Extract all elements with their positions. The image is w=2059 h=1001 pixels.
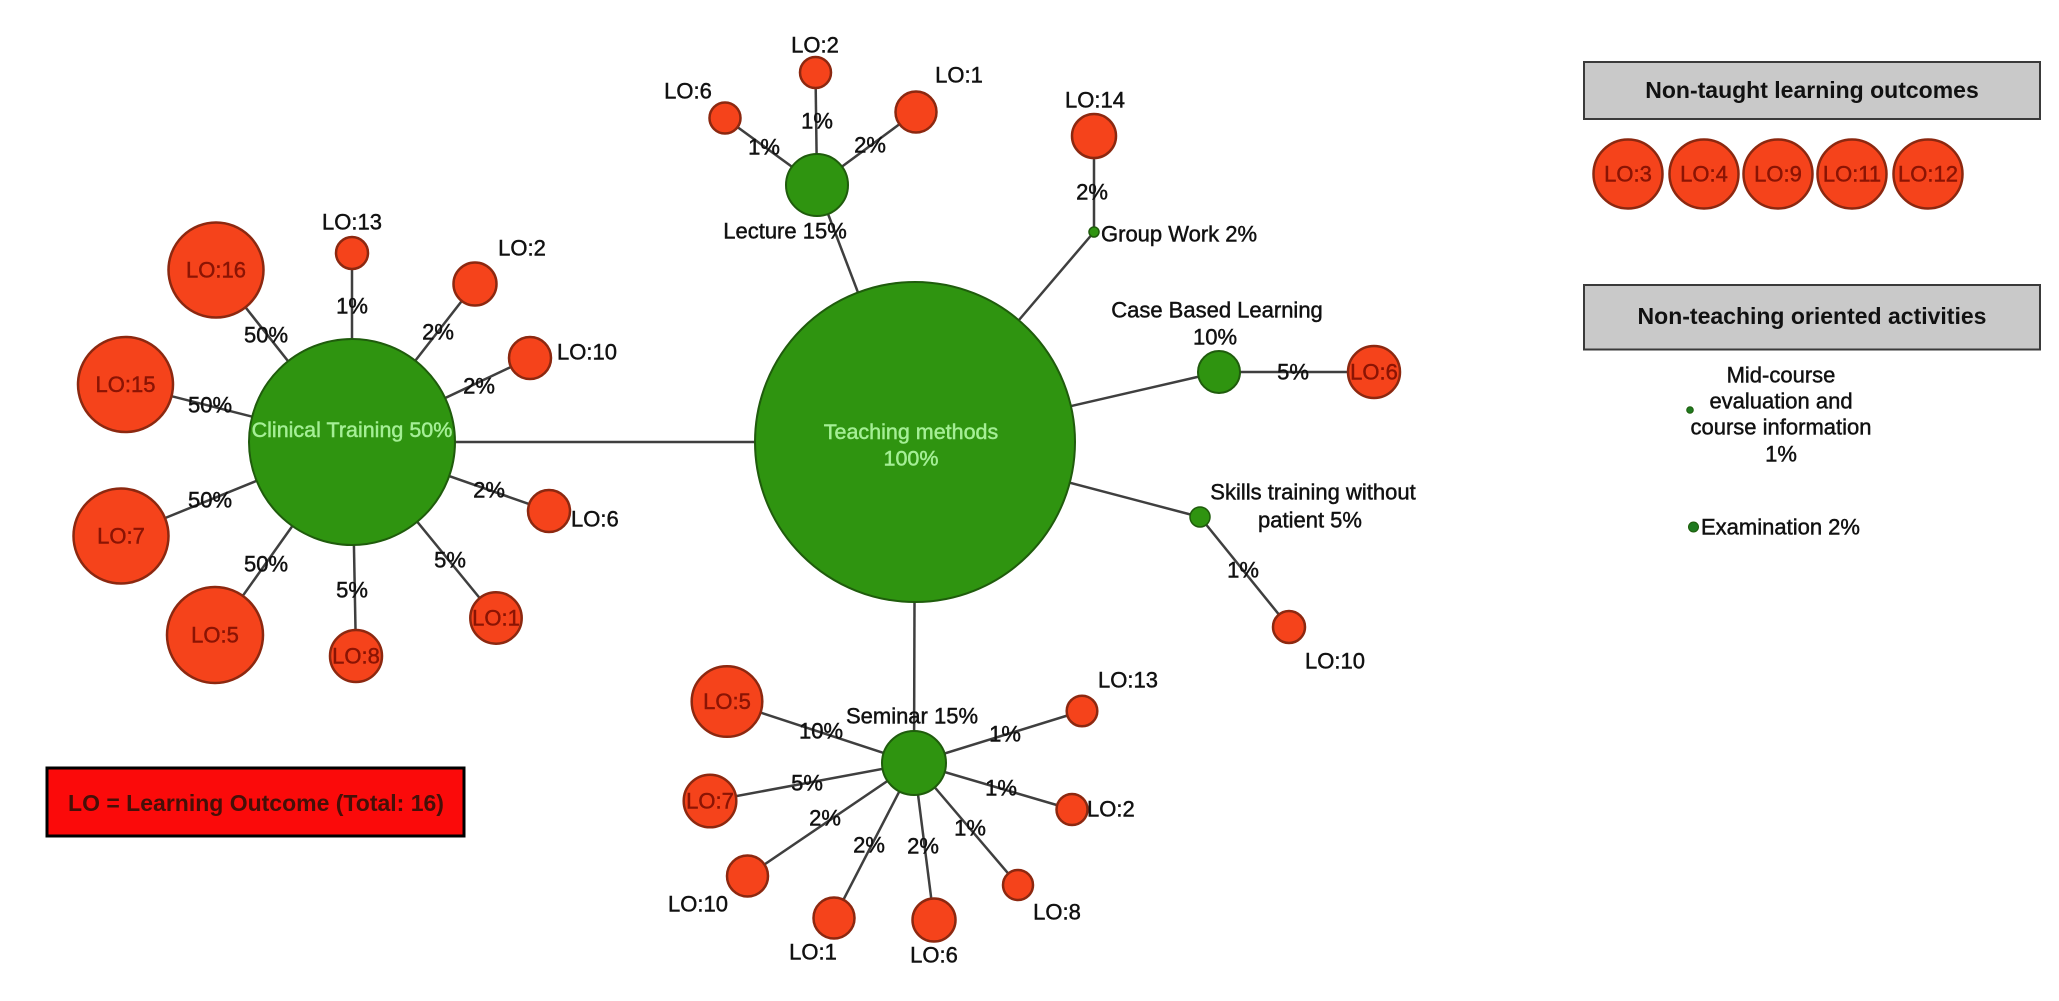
svg-text:50%: 50% (188, 393, 232, 418)
svg-text:LO:14: LO:14 (1065, 88, 1125, 113)
svg-text:Non-taught learning outcomes: Non-taught learning outcomes (1645, 77, 1979, 103)
svg-text:50%: 50% (244, 552, 288, 577)
svg-text:Skills training without: Skills training without (1210, 480, 1415, 505)
svg-text:5%: 5% (336, 578, 368, 603)
svg-text:LO:15: LO:15 (96, 372, 156, 397)
svg-text:Case Based Learning: Case Based Learning (1111, 298, 1323, 323)
svg-text:Non-teaching oriented activiti: Non-teaching oriented activities (1638, 303, 1987, 329)
svg-text:LO:9: LO:9 (1754, 162, 1802, 187)
svg-text:1%: 1% (748, 135, 780, 160)
svg-text:Lecture 15%: Lecture 15% (723, 219, 847, 244)
svg-text:LO:2: LO:2 (498, 236, 546, 261)
svg-text:LO:4: LO:4 (1680, 162, 1728, 187)
svg-text:1%: 1% (954, 816, 986, 841)
svg-text:LO:5: LO:5 (703, 689, 751, 714)
svg-text:LO:6: LO:6 (1350, 360, 1398, 385)
svg-text:Mid-course: Mid-course (1727, 363, 1836, 388)
svg-text:Group Work 2%: Group Work 2% (1101, 222, 1257, 247)
svg-text:2%: 2% (1076, 180, 1108, 205)
svg-text:LO:13: LO:13 (322, 210, 382, 235)
svg-text:5%: 5% (791, 771, 823, 796)
svg-text:LO:2: LO:2 (1087, 797, 1135, 822)
svg-text:LO:5: LO:5 (191, 623, 239, 648)
svg-text:1%: 1% (989, 722, 1021, 747)
svg-text:LO:1: LO:1 (472, 606, 520, 631)
svg-text:LO:12: LO:12 (1898, 162, 1958, 187)
svg-text:LO:1: LO:1 (935, 63, 983, 88)
svg-text:2%: 2% (809, 806, 841, 831)
svg-text:LO:6: LO:6 (664, 79, 712, 104)
svg-text:LO:16: LO:16 (186, 258, 246, 283)
svg-text:patient 5%: patient 5% (1258, 508, 1362, 533)
svg-text:LO:3: LO:3 (1604, 162, 1652, 187)
svg-text:LO:1: LO:1 (789, 940, 837, 965)
svg-text:evaluation and: evaluation and (1709, 389, 1852, 414)
svg-text:LO:7: LO:7 (97, 524, 145, 549)
svg-text:2%: 2% (854, 133, 886, 158)
svg-text:LO:6: LO:6 (910, 943, 958, 968)
svg-text:LO:2: LO:2 (791, 33, 839, 58)
svg-text:LO:6: LO:6 (571, 507, 619, 532)
svg-text:Teaching methods: Teaching methods (824, 420, 999, 444)
svg-text:LO:10: LO:10 (1305, 649, 1365, 674)
svg-text:LO:10: LO:10 (668, 892, 728, 917)
svg-text:10%: 10% (1193, 325, 1237, 350)
svg-text:2%: 2% (463, 374, 495, 399)
svg-text:1%: 1% (801, 109, 833, 134)
svg-text:course information: course information (1691, 415, 1872, 440)
svg-text:2%: 2% (853, 833, 885, 858)
svg-text:50%: 50% (244, 323, 288, 348)
svg-text:LO:11: LO:11 (1823, 162, 1881, 187)
svg-text:1%: 1% (985, 776, 1017, 801)
svg-text:LO:13: LO:13 (1098, 668, 1158, 693)
svg-text:1%: 1% (1227, 558, 1259, 583)
svg-text:Clinical Training 50%: Clinical Training 50% (252, 418, 453, 442)
svg-text:2%: 2% (473, 478, 505, 503)
svg-text:5%: 5% (1277, 360, 1309, 385)
svg-text:Seminar 15%: Seminar 15% (846, 704, 978, 729)
svg-text:LO:8: LO:8 (1033, 900, 1081, 925)
svg-text:Examination 2%: Examination 2% (1701, 515, 1860, 540)
svg-text:LO:10: LO:10 (557, 340, 617, 365)
svg-text:1%: 1% (336, 294, 368, 319)
svg-text:LO:7: LO:7 (686, 789, 734, 814)
svg-text:LO = Learning Outcome (Total:: LO = Learning Outcome (Total: 16) (68, 790, 444, 816)
svg-text:1%: 1% (1765, 442, 1797, 467)
svg-text:LO:8: LO:8 (332, 644, 380, 669)
svg-text:100%: 100% (884, 447, 939, 471)
svg-text:10%: 10% (799, 719, 843, 744)
svg-text:2%: 2% (907, 834, 939, 859)
svg-text:50%: 50% (188, 488, 232, 513)
svg-text:5%: 5% (434, 548, 466, 573)
svg-text:2%: 2% (422, 320, 454, 345)
